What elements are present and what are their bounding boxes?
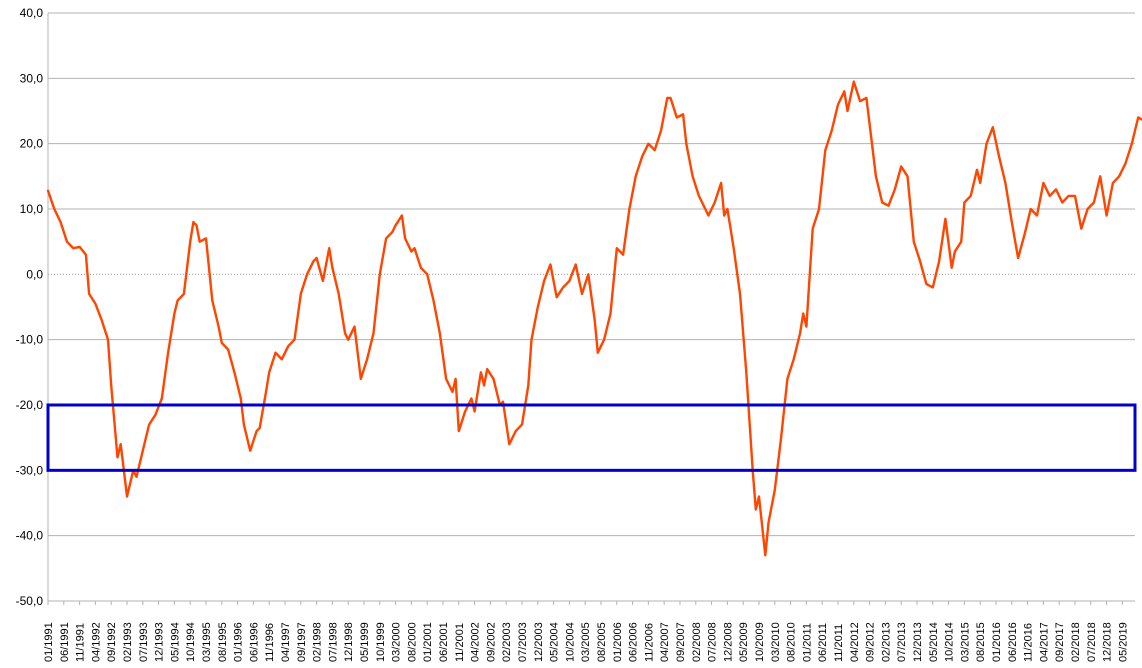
x-tick-label: 06/2006 — [628, 622, 640, 662]
x-tick-label: 06/1991 — [59, 622, 71, 662]
x-tick-label: 08/2010 — [786, 622, 798, 662]
x-tick-label: 06/2016 — [1007, 622, 1019, 662]
x-tick-label: 06/2011 — [817, 623, 829, 662]
x-tick-label: 08/2015 — [975, 622, 987, 662]
x-tick-label: 01/2006 — [612, 622, 624, 662]
x-tick-label: 09/2017 — [1054, 622, 1066, 662]
x-tick-label: 02/2013 — [880, 622, 892, 662]
x-tick-label: 09/1992 — [106, 622, 118, 662]
x-tick-label: 03/2015 — [959, 622, 971, 662]
x-tick-label: 07/2013 — [896, 622, 908, 662]
x-tick-label: 04/2007 — [659, 622, 671, 662]
x-tick-label: 02/2018 — [1070, 622, 1082, 662]
x-tick-label: 04/1997 — [280, 622, 292, 662]
y-tick-label: 10,0 — [20, 202, 44, 216]
gridlines — [47, 12, 1135, 602]
x-axis — [47, 600, 1135, 605]
x-tick-label: 11/2006 — [643, 623, 655, 662]
x-tick-label: 07/1998 — [327, 622, 339, 662]
data-series — [46, 80, 1142, 557]
x-tick-label: 02/2003 — [501, 622, 513, 662]
x-tick-label: 03/2000 — [391, 622, 403, 662]
x-tick-label: 05/2014 — [928, 622, 940, 662]
x-tick-label: 11/1996 — [264, 623, 276, 662]
y-axis-tick-labels: 40,0 30,0 20,0 10,0 0,0 -10,0 -20,0 -30,0 -40,0 -… — [16, 6, 44, 608]
x-tick-label: 04/2002 — [470, 622, 482, 662]
x-tick-label: 05/1999 — [359, 622, 371, 662]
x-tick-label: 11/2011 — [833, 624, 845, 662]
y-tick-label: 20,0 — [20, 137, 44, 151]
x-tick-label: 12/1998 — [343, 622, 355, 662]
y-tick-label: 0,0 — [26, 267, 43, 281]
x-tick-label: 01/1991 — [43, 622, 55, 662]
x-tick-label: 05/2019 — [1117, 622, 1129, 662]
x-tick-label: 09/1997 — [296, 622, 308, 662]
x-tick-label: 05/1994 — [169, 622, 181, 662]
x-tick-label: 07/2008 — [707, 622, 719, 662]
x-tick-label: 06/2001 — [438, 622, 450, 662]
x-tick-label: 12/2003 — [533, 622, 545, 662]
x-tick-label: 11/1991 — [75, 623, 87, 662]
x-tick-label: 02/1993 — [122, 622, 134, 662]
x-tick-label: 04/2012 — [849, 622, 861, 662]
x-tick-label: 12/1993 — [154, 622, 166, 662]
x-tick-label: 01/2001 — [422, 622, 434, 662]
x-tick-label: 10/1999 — [375, 622, 387, 662]
series-line — [46, 80, 1142, 557]
x-tick-label: 05/2004 — [549, 622, 561, 662]
y-tick-label: -20,0 — [16, 398, 44, 412]
x-tick-label: 09/2002 — [485, 622, 497, 662]
highlight-rectangle — [46, 403, 1137, 472]
x-tick-label: 08/1995 — [217, 622, 229, 662]
x-tick-label: 10/2004 — [564, 622, 576, 662]
x-tick-label: 04/1992 — [90, 622, 102, 662]
x-tick-label: 08/2005 — [596, 622, 608, 662]
x-axis-tick-labels: 01/1991 06/1991 11/1991 04/1992 09/1992 02/19… — [43, 622, 1129, 662]
x-tick-label: 08/2000 — [406, 622, 418, 662]
x-tick-label: 10/2009 — [754, 622, 766, 662]
x-tick-label: 01/2016 — [991, 622, 1003, 662]
x-tick-label: 12/2008 — [722, 622, 734, 662]
x-tick-label: 03/2005 — [580, 622, 592, 662]
x-tick-label: 12/2013 — [912, 622, 924, 662]
x-tick-label: 07/2018 — [1086, 622, 1098, 662]
x-tick-label: 01/2011 — [801, 623, 813, 662]
x-tick-label: 04/2017 — [1038, 622, 1050, 662]
x-tick-label: 05/2009 — [738, 622, 750, 662]
y-tick-label: -10,0 — [16, 333, 44, 347]
x-tick-label: 12/2018 — [1102, 622, 1114, 662]
x-tick-label: 09/2007 — [675, 622, 687, 662]
x-tick-label: 09/2012 — [865, 622, 877, 662]
x-tick-label: 07/1993 — [138, 622, 150, 662]
x-tick-label: 06/1996 — [248, 622, 260, 662]
x-tick-label: 11/2016 — [1023, 623, 1035, 662]
y-tick-label: -40,0 — [16, 529, 44, 543]
y-tick-label: 30,0 — [20, 71, 44, 85]
x-tick-label: 02/2008 — [691, 622, 703, 662]
x-tick-label: 11/2001 — [454, 623, 466, 662]
x-tick-label: 02/1998 — [312, 622, 324, 662]
x-tick-label: 07/2003 — [517, 622, 529, 662]
x-tick-label: 01/1996 — [233, 622, 245, 662]
x-tick-label: 03/2010 — [770, 622, 782, 662]
y-tick-label: -30,0 — [16, 463, 44, 477]
x-tick-label: 03/1995 — [201, 622, 213, 662]
y-tick-label: -50,0 — [16, 594, 44, 608]
y-tick-label: 40,0 — [20, 6, 44, 20]
x-tick-label: 10/1994 — [185, 622, 197, 662]
highlight-band — [46, 403, 1137, 472]
x-tick-label: 10/2014 — [944, 622, 956, 662]
